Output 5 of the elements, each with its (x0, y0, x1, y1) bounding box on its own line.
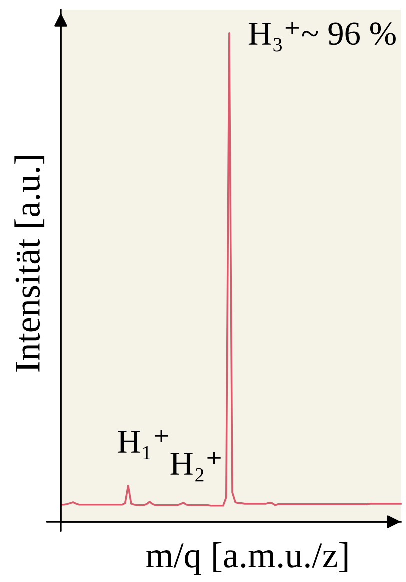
annotation: H₂⁺ (170, 452, 221, 482)
annotation: H₃⁺~ 96 % (248, 22, 396, 52)
y-axis-title: Intensität [a.u.] (14, 156, 45, 372)
x-axis-title: m/q [a.m.u./z] (146, 542, 348, 576)
annotation: H₁⁺ (118, 430, 168, 460)
